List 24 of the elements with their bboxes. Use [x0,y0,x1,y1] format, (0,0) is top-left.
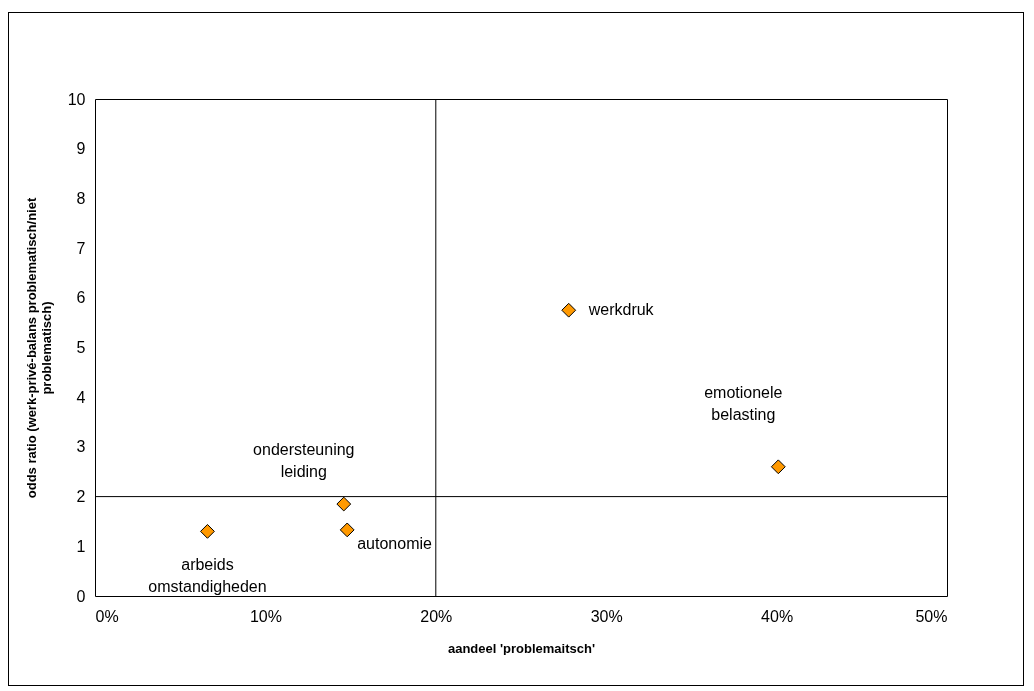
y-axis-title: odds ratio (werk-privé-balans problematisch/niet problematisch) [23,197,54,499]
x-tick-label: 50% [915,607,948,625]
x-tick-label: 20% [420,607,453,625]
y-tick-label: 9 [76,140,86,158]
x-tick-label: 0% [95,607,119,625]
y-tick-label: 1 [76,537,86,555]
y-tick-label: 8 [76,189,86,207]
x-tick-label: 10% [249,607,282,625]
x-tick-label: 30% [590,607,623,625]
y-tick-label: 4 [76,388,86,406]
x-tick-label: 40% [761,607,794,625]
annotation: autonomie [357,534,433,552]
annotation: werkdruk [587,301,655,319]
annotation: emotionele belasting [704,383,783,423]
y-tick-label: 3 [76,438,86,456]
annotation: arbeids omstandigheden [148,556,267,596]
y-tick-label: 6 [76,289,86,307]
x-axis-title: aandeel 'problemaitsch' [447,640,596,656]
y-tick-label: 2 [76,488,86,506]
annotation: ondersteuning leiding [253,441,355,481]
y-tick-label: 7 [76,239,86,257]
y-tick-label: 10 [67,90,86,108]
y-tick-label: 0 [76,587,86,605]
y-tick-label: 5 [76,339,86,356]
